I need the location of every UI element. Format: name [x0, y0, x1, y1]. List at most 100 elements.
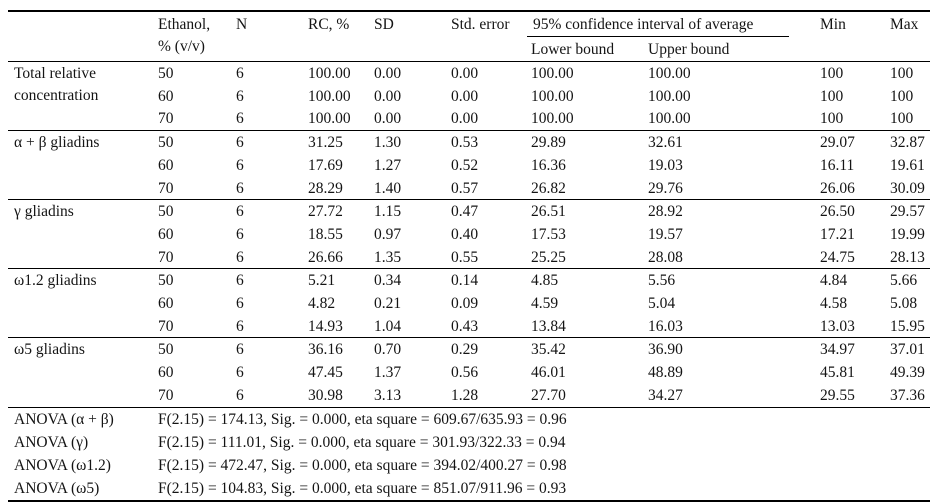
- cell-ethanol: 50: [158, 134, 174, 152]
- col-header-upper-bound: Upper bound: [648, 41, 730, 58]
- cell-upper-bound: 34.27: [648, 386, 683, 404]
- cell-ethanol: 70: [158, 248, 174, 266]
- cell-stderr: 0.00: [451, 65, 479, 82]
- cell-n: 6: [236, 295, 244, 313]
- cell-rc: 26.66: [308, 248, 343, 266]
- cell-max: 19.99: [890, 225, 925, 243]
- cell-sd: 0.97: [374, 225, 402, 243]
- cell-max: 5.66: [890, 272, 918, 290]
- cell-lower-bound: 35.42: [531, 341, 566, 359]
- section-omega5-gliadins: ω5 gliadins 50 6 36.16 0.70 0.29 35.42 3…: [8, 337, 930, 407]
- cell-ethanol: 70: [158, 386, 174, 404]
- cell-stderr: 0.29: [451, 341, 479, 359]
- cell-rc: 14.93: [308, 317, 343, 335]
- table-row: 70 6 28.29 1.40 0.57 26.82 29.76 26.06 3…: [8, 177, 930, 200]
- cell-lower-bound: 29.89: [531, 134, 566, 152]
- cell-ethanol: 60: [158, 225, 174, 243]
- col-header-max: Max: [890, 16, 919, 33]
- cell-sd: 0.21: [374, 295, 402, 313]
- cell-min: 26.50: [820, 203, 855, 221]
- cell-n: 6: [236, 272, 244, 290]
- cell-max: 15.95: [890, 317, 925, 335]
- table-row: 70 6 100.00 0.00 0.00 100.00 100.00 100 …: [8, 107, 930, 130]
- cell-max: 28.13: [890, 248, 925, 266]
- gliadin-statistics-table: Ethanol, % (v/v) N RC, % SD Std. error 9…: [8, 10, 930, 502]
- table-row: Total relative concentration 50 6 100.00…: [8, 62, 930, 104]
- cell-ethanol: 50: [158, 272, 174, 290]
- cell-ethanol: 70: [158, 110, 174, 128]
- cell-rc: 47.45: [308, 364, 343, 382]
- cell-lower-bound: 16.36: [531, 156, 566, 174]
- row-label: Total relative concentration: [14, 65, 99, 104]
- anova-row: ANOVA (ω1.2) F(2.15) = 472.47, Sig. = 0.…: [8, 454, 930, 477]
- row-label: α + β gliadins: [14, 134, 100, 152]
- cell-upper-bound: 100.00: [648, 65, 691, 82]
- cell-min: 100: [820, 65, 844, 82]
- cell-ethanol: 50: [158, 341, 174, 359]
- cell-ethanol: 50: [158, 203, 174, 221]
- header-row-2: Lower bound Upper bound: [8, 37, 930, 62]
- anova-row: ANOVA (ω5) F(2.15) = 104.83, Sig. = 0.00…: [8, 477, 930, 501]
- cell-n: 6: [236, 341, 244, 359]
- cell-rc: 100.00: [308, 87, 351, 105]
- section-gamma-gliadins: γ gliadins 50 6 27.72 1.15 0.47 26.51 28…: [8, 199, 930, 269]
- cell-min: 24.75: [820, 248, 855, 266]
- section-alpha-beta-gliadins: α + β gliadins 50 6 31.25 1.30 0.53 29.8…: [8, 130, 930, 200]
- ci-group-title: 95% confidence interval of average: [527, 14, 789, 37]
- cell-stderr: 0.52: [451, 156, 479, 174]
- col-header-ci-group: 95% confidence interval of average: [523, 11, 812, 37]
- cell-n: 6: [236, 87, 244, 105]
- cell-upper-bound: 19.03: [648, 156, 683, 174]
- cell-min: 4.58: [820, 295, 848, 313]
- cell-rc: 31.25: [308, 134, 343, 152]
- cell-stderr: 0.00: [451, 110, 479, 128]
- cell-min: 29.55: [820, 386, 855, 404]
- cell-stderr: 0.09: [451, 295, 479, 313]
- cell-max: 30.09: [890, 179, 925, 197]
- cell-rc: 100.00: [308, 65, 351, 82]
- anova-label: ANOVA (ω1.2): [14, 456, 111, 474]
- cell-stderr: 0.55: [451, 248, 479, 266]
- cell-lower-bound: 100.00: [531, 65, 574, 82]
- cell-stderr: 0.53: [451, 134, 479, 152]
- cell-rc: 4.82: [308, 295, 336, 313]
- cell-stderr: 0.00: [451, 87, 479, 105]
- cell-n: 6: [236, 179, 244, 197]
- col-header-min: Min: [820, 16, 846, 33]
- cell-max: 49.39: [890, 364, 925, 382]
- cell-sd: 0.00: [374, 87, 402, 105]
- table-row: 70 6 14.93 1.04 0.43 13.84 16.03 13.03 1…: [8, 315, 930, 338]
- cell-rc: 17.69: [308, 156, 343, 174]
- col-header-empty: [8, 11, 150, 62]
- anova-label: ANOVA (ω5): [14, 479, 100, 497]
- table-row: 60 6 17.69 1.27 0.52 16.36 19.03 16.11 1…: [8, 154, 930, 177]
- table-row: 60 6 18.55 0.97 0.40 17.53 19.57 17.21 1…: [8, 223, 930, 246]
- table-row: α + β gliadins 50 6 31.25 1.30 0.53 29.8…: [8, 131, 930, 154]
- cell-n: 6: [236, 225, 244, 243]
- section-anova: ANOVA (α + β) F(2.15) = 174.13, Sig. = 0…: [8, 407, 930, 501]
- anova-label: ANOVA (γ): [14, 433, 89, 451]
- cell-sd: 0.00: [374, 110, 402, 128]
- cell-lower-bound: 17.53: [531, 225, 566, 243]
- cell-sd: 0.70: [374, 341, 402, 359]
- cell-sd: 3.13: [374, 386, 402, 404]
- col-header-ethanol-line1: Ethanol,: [158, 16, 211, 33]
- cell-upper-bound: 5.04: [648, 295, 676, 313]
- col-header-ethanol-line2: % (v/v): [158, 38, 205, 55]
- row-label: γ gliadins: [14, 203, 74, 221]
- cell-max: 5.08: [890, 295, 918, 313]
- anova-result: F(2.15) = 174.13, Sig. = 0.000, eta squa…: [158, 410, 567, 428]
- cell-max: 100: [890, 87, 914, 105]
- cell-n: 6: [236, 317, 244, 335]
- cell-ethanol: 70: [158, 317, 174, 335]
- paper-table-container: Ethanol, % (v/v) N RC, % SD Std. error 9…: [8, 10, 933, 502]
- cell-sd: 0.00: [374, 65, 402, 82]
- anova-label: ANOVA (α + β): [14, 410, 114, 428]
- table-row: γ gliadins 50 6 27.72 1.15 0.47 26.51 28…: [8, 200, 930, 223]
- cell-rc: 18.55: [308, 225, 343, 243]
- cell-sd: 1.37: [374, 364, 402, 382]
- anova-result: F(2.15) = 111.01, Sig. = 0.000, eta squa…: [158, 433, 566, 451]
- cell-n: 6: [236, 364, 244, 382]
- cell-rc: 28.29: [308, 179, 343, 197]
- cell-max: 37.36: [890, 386, 925, 404]
